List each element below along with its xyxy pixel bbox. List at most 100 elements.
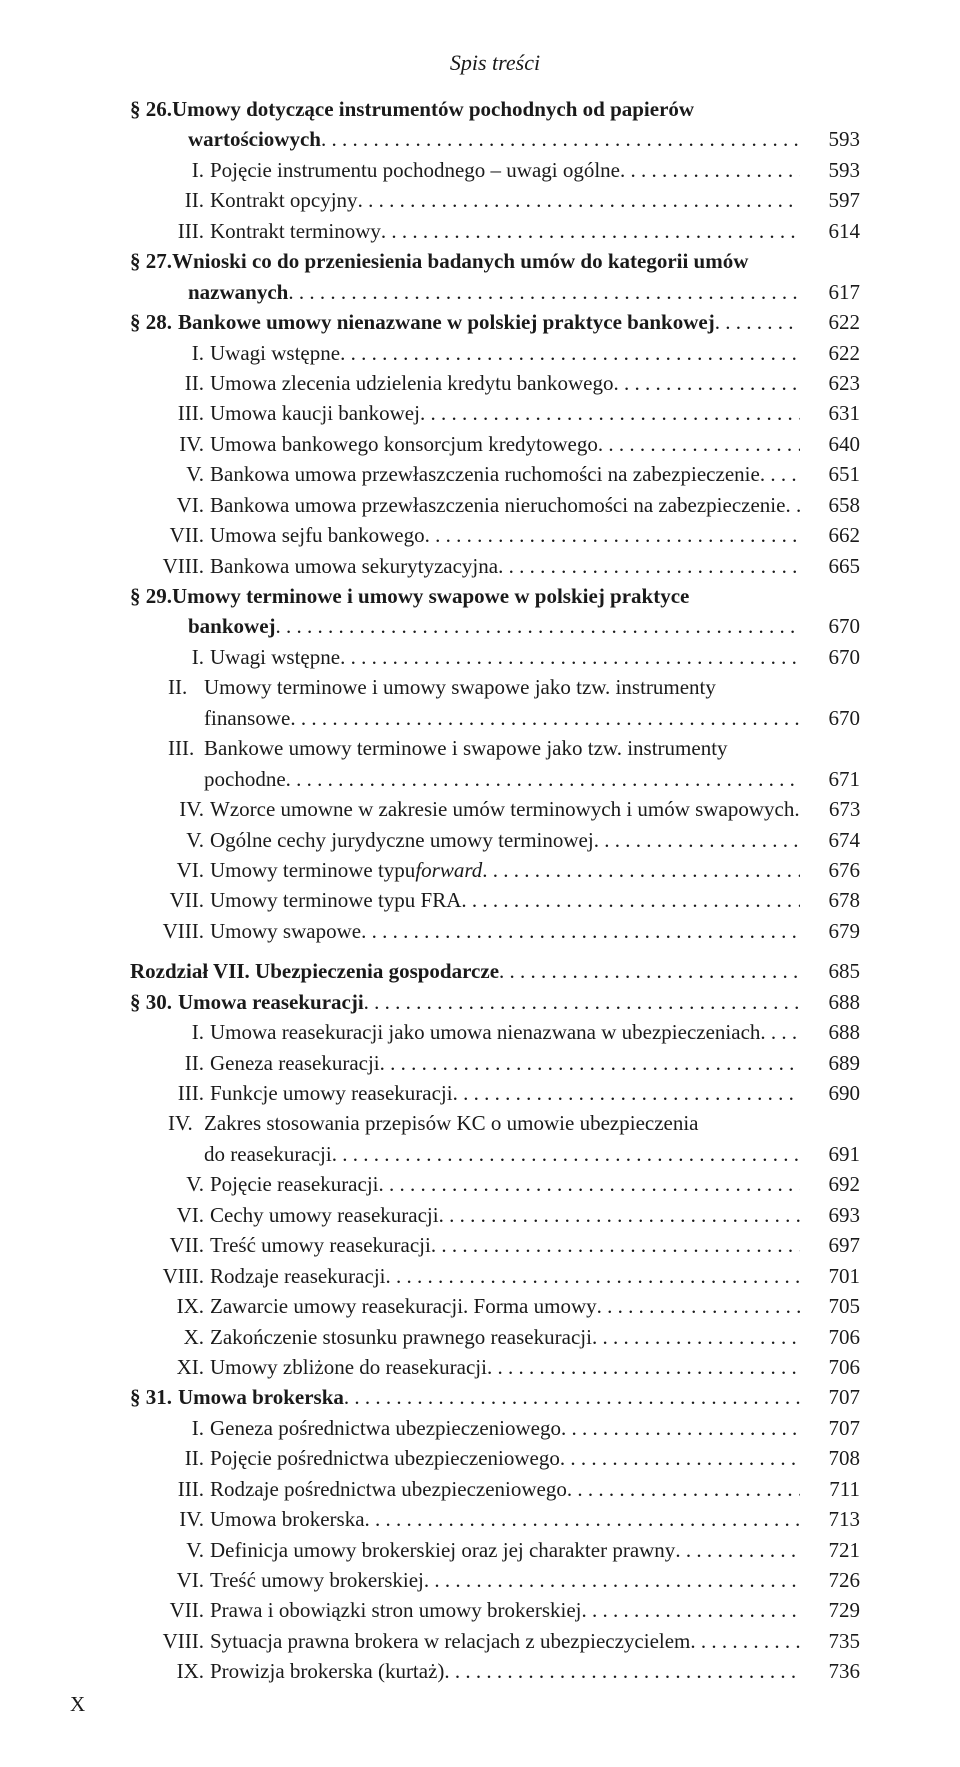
- toc-entry: VII.Umowy terminowe typu FRA678: [130, 885, 860, 915]
- toc-leader-dots: [461, 885, 800, 915]
- toc-page-number: 736: [800, 1656, 860, 1686]
- toc-label: Ogólne cechy jurydyczne umowy terminowej: [210, 825, 594, 855]
- toc-entry: V.Ogólne cechy jurydyczne umowy terminow…: [130, 825, 860, 855]
- toc-marker: I.: [168, 1017, 210, 1047]
- toc-marker: VII.: [158, 520, 210, 550]
- toc-entry: VIII.Bankowa umowa sekurytyzacyjna665: [130, 551, 860, 581]
- toc-marker: V.: [168, 459, 210, 489]
- toc-marker: VIII.: [150, 916, 210, 946]
- toc-entry: wartościowych 593: [130, 124, 860, 154]
- toc-entry: VII.Prawa i obowiązki stron umowy broker…: [130, 1595, 860, 1625]
- toc-page-number: 622: [800, 338, 860, 368]
- toc-spacer: [130, 946, 860, 956]
- toc-entry: VIII.Rodzaje reasekuracji701: [130, 1261, 860, 1291]
- toc-marker: II.: [168, 368, 210, 398]
- toc-label: wartościowych: [188, 124, 321, 154]
- toc-label: Funkcje umowy reasekuracji: [210, 1078, 453, 1108]
- toc-entry: § 29.Umowy terminowe i umowy swapowe w p…: [130, 581, 860, 611]
- toc-leader-dots: [379, 1169, 801, 1199]
- toc-label: Pojęcie instrumentu pochodnego – uwagi o…: [210, 155, 620, 185]
- toc-leader-dots: [594, 825, 800, 855]
- toc-entry: I.Uwagi wstępne622: [130, 338, 860, 368]
- toc-marker: IV.: [168, 1504, 210, 1534]
- toc-page-number: 689: [800, 1048, 860, 1078]
- toc-label: Rodzaje pośrednictwa ubezpieczeniowego: [210, 1474, 567, 1504]
- toc-marker: V.: [168, 1535, 210, 1565]
- toc-marker: VII.: [158, 1230, 210, 1260]
- toc-page-number: 726: [800, 1565, 860, 1595]
- toc-leader-dots: [286, 764, 800, 794]
- toc-label: Umowa brokerska: [178, 1382, 344, 1412]
- toc-page-number: 597: [800, 185, 860, 215]
- toc-label-italic: forward: [415, 855, 482, 885]
- toc-label: Zakres stosowania przepisów KC o umowie …: [204, 1108, 699, 1138]
- toc-entry: II.Umowy terminowe i umowy swapowe jako …: [130, 672, 860, 702]
- toc-marker: II.: [168, 185, 210, 215]
- toc-page-number: 678: [800, 885, 860, 915]
- toc-leader-dots: [276, 611, 800, 641]
- toc-leader-dots: [598, 429, 800, 459]
- toc-leader-dots: [358, 185, 800, 215]
- toc-label: Treść umowy brokerskiej: [210, 1565, 424, 1595]
- toc-page-number: 701: [800, 1261, 860, 1291]
- toc-page-number: 708: [800, 1443, 860, 1473]
- toc-label: Pojęcie reasekuracji: [210, 1169, 379, 1199]
- toc-leader-dots: [690, 1626, 800, 1656]
- toc-entry: Rozdział VII. Ubezpieczenia gospodarcze6…: [130, 956, 860, 986]
- toc-entry: III.Bankowe umowy terminowe i swapowe ja…: [130, 733, 860, 763]
- toc-marker: VI.: [168, 1200, 210, 1230]
- toc-entry: VI.Bankowa umowa przewłaszczenia nieruch…: [130, 490, 860, 520]
- toc-page-number: 674: [800, 825, 860, 855]
- toc-marker: VI.: [168, 1565, 210, 1595]
- toc-marker: XI.: [168, 1352, 210, 1382]
- toc-marker: II.: [168, 1443, 210, 1473]
- toc-label: Umowa sejfu bankowego: [210, 520, 425, 550]
- toc-marker: § 26.: [130, 94, 172, 124]
- toc-label: Zawarcie umowy reasekuracji. Forma umowy: [210, 1291, 597, 1321]
- toc-marker: V.: [168, 825, 210, 855]
- toc-entry: do reasekuracji691: [130, 1139, 860, 1169]
- toc-leader-dots: [361, 916, 800, 946]
- toc-leader-dots: [424, 1565, 800, 1595]
- toc-page-number: 631: [800, 398, 860, 428]
- toc-page-number: 593: [800, 124, 860, 154]
- toc-page-number: 685: [800, 956, 860, 986]
- toc-entry: III.Funkcje umowy reasekuracji690: [130, 1078, 860, 1108]
- toc-leader-dots: [288, 277, 800, 307]
- toc-page-number: 658: [800, 490, 860, 520]
- toc-marker: III.: [168, 1474, 210, 1504]
- page-number: X: [70, 1692, 85, 1717]
- toc-entry: II.Geneza reasekuracji689: [130, 1048, 860, 1078]
- toc-leader-dots: [560, 1443, 800, 1473]
- toc-entry: IV.Wzorce umowne w zakresie umów termino…: [130, 794, 860, 824]
- toc-page-number: 614: [800, 216, 860, 246]
- toc-marker: IX.: [168, 1291, 210, 1321]
- toc-entry: § 27.Wnioski co do przeniesienia badanyc…: [130, 246, 860, 276]
- toc-leader-dots: [760, 459, 800, 489]
- toc-label: Umowa kaucji bankowej: [210, 398, 420, 428]
- toc-page-number: 665: [800, 551, 860, 581]
- toc-label: Definicja umowy brokerskiej oraz jej cha…: [210, 1535, 675, 1565]
- toc-label: Bankowe umowy terminowe i swapowe jako t…: [204, 733, 728, 763]
- toc-page-number: 617: [800, 277, 860, 307]
- toc-leader-dots: [582, 1595, 800, 1625]
- toc-entry: I.Uwagi wstępne670: [130, 642, 860, 672]
- toc-leader-dots: [386, 1261, 801, 1291]
- toc-label: finansowe: [204, 703, 290, 733]
- toc-page-number: 713: [800, 1504, 860, 1534]
- toc-leader-dots: [453, 1078, 800, 1108]
- toc-entry: I.Pojęcie instrumentu pochodnego – uwagi…: [130, 155, 860, 185]
- toc-entry: V.Pojęcie reasekuracji692: [130, 1169, 860, 1199]
- page: Spis treści § 26.Umowy dotyczące instrum…: [0, 0, 960, 1747]
- toc-marker: § 31.: [130, 1382, 178, 1412]
- toc-leader-dots: [614, 368, 800, 398]
- toc-page-number: 623: [800, 368, 860, 398]
- toc-entry: § 31.Umowa brokerska707: [130, 1382, 860, 1412]
- toc-leader-dots: [561, 1413, 800, 1443]
- toc-marker: § 27.: [130, 246, 172, 276]
- toc-leader-dots: [597, 1291, 800, 1321]
- toc-page-number: 697: [800, 1230, 860, 1260]
- toc-marker: V.: [168, 1169, 210, 1199]
- toc-entry: IV.Zakres stosowania przepisów KC o umow…: [130, 1108, 860, 1138]
- toc-label: Rodzaje reasekuracji: [210, 1261, 386, 1291]
